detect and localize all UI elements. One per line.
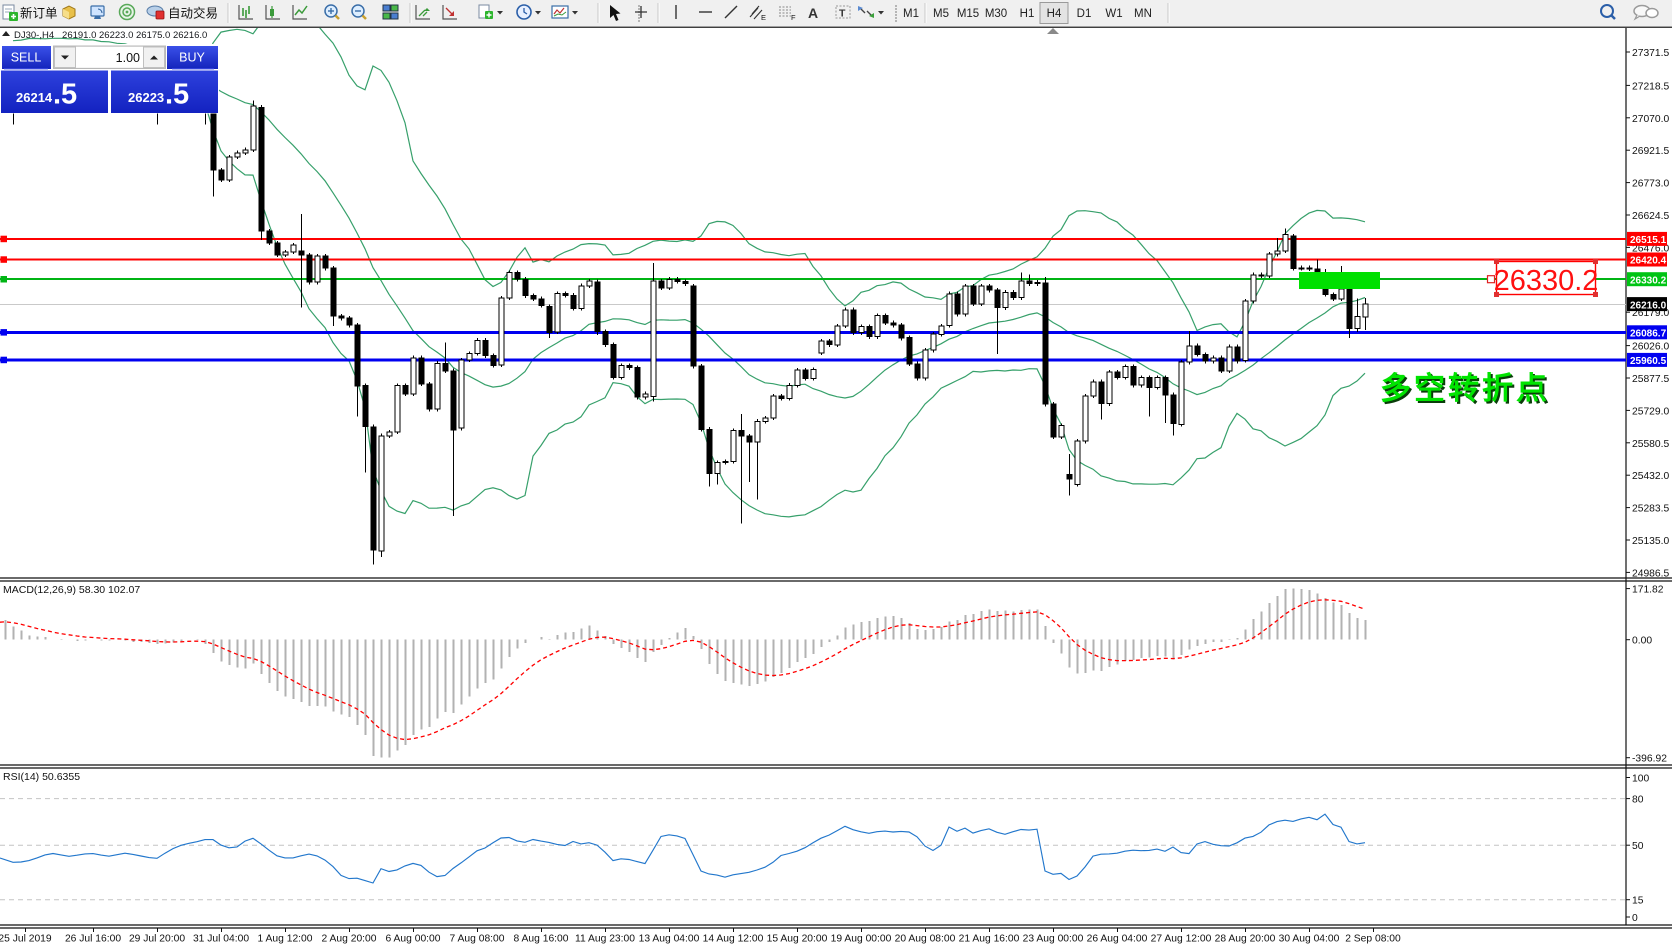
svg-text:BUY: BUY [179,51,205,65]
svg-text:SELL: SELL [11,51,42,65]
svg-text:171.82: 171.82 [1632,585,1664,596]
svg-text:26773.0: 26773.0 [1632,179,1669,190]
svg-text:E: E [761,13,766,22]
svg-text:自动交易: 自动交易 [168,6,218,21]
svg-text:27 Aug 12:00: 27 Aug 12:00 [1151,934,1212,945]
svg-text:多空转折点: 多空转折点 [1382,373,1552,408]
svg-text:H1: H1 [1020,8,1035,20]
svg-text:26223: 26223 [128,90,164,105]
svg-text:26330.2: 26330.2 [1494,265,1599,297]
svg-text:26476.0: 26476.0 [1632,243,1669,254]
svg-text:0: 0 [1632,913,1638,924]
svg-text:26214: 26214 [16,90,53,105]
svg-text:15: 15 [1632,896,1644,907]
svg-text:H4: H4 [1047,8,1062,20]
svg-text:-396.92: -396.92 [1632,754,1667,765]
svg-text:DJ30-,H4 26191.0 26223.0 261: DJ30-,H4 26191.0 26223.0 26175.0 26216.0 [14,30,207,41]
svg-text:D1: D1 [1077,8,1092,20]
svg-text:26216.0: 26216.0 [1630,300,1667,311]
svg-text:新订单: 新订单 [20,6,58,21]
svg-text:25960.5: 25960.5 [1630,356,1667,367]
svg-text:25 Jul 2019: 25 Jul 2019 [0,934,52,945]
svg-text:13 Aug 04:00: 13 Aug 04:00 [639,934,700,945]
svg-text:20 Aug 08:00: 20 Aug 08:00 [895,934,956,945]
svg-text:26026.0: 26026.0 [1632,342,1669,353]
svg-text:26921.5: 26921.5 [1632,146,1669,157]
svg-text:.5: .5 [53,79,77,111]
svg-text:MN: MN [1134,8,1152,20]
svg-text:29 Jul 20:00: 29 Jul 20:00 [129,934,185,945]
svg-text:26086.7: 26086.7 [1630,329,1667,340]
svg-text:27371.5: 27371.5 [1632,48,1669,59]
svg-text:25580.5: 25580.5 [1632,439,1669,450]
svg-text:80: 80 [1632,795,1644,806]
svg-text:6 Aug 00:00: 6 Aug 00:00 [386,934,441,945]
svg-text:MACD(12,26,9) 58.30 102.07: MACD(12,26,9) 58.30 102.07 [3,584,140,596]
svg-text:2 Aug 20:00: 2 Aug 20:00 [322,934,377,945]
svg-text:1.00: 1.00 [116,51,140,65]
svg-text:30 Aug 04:00: 30 Aug 04:00 [1279,934,1340,945]
svg-text:0.00: 0.00 [1632,636,1652,647]
svg-text:25432.0: 25432.0 [1632,471,1669,482]
svg-text:15 Aug 20:00: 15 Aug 20:00 [767,934,828,945]
svg-text:M1: M1 [903,8,919,20]
svg-text:F: F [791,13,796,22]
svg-text:8 Aug 16:00: 8 Aug 16:00 [514,934,569,945]
svg-text:50: 50 [1632,841,1644,852]
svg-text:7 Aug 08:00: 7 Aug 08:00 [450,934,505,945]
svg-text:26420.4: 26420.4 [1630,256,1667,267]
svg-text:26515.1: 26515.1 [1630,235,1667,246]
svg-text:21 Aug 16:00: 21 Aug 16:00 [959,934,1020,945]
svg-text:2 Sep 08:00: 2 Sep 08:00 [1345,934,1401,945]
svg-text:31 Jul 04:00: 31 Jul 04:00 [193,934,249,945]
svg-text:T: T [839,8,846,20]
svg-text:M5: M5 [933,8,949,20]
svg-text:.5: .5 [165,79,189,111]
svg-text:26 Aug 04:00: 26 Aug 04:00 [1087,934,1148,945]
svg-text:25877.5: 25877.5 [1632,374,1669,385]
svg-text:27218.5: 27218.5 [1632,81,1669,92]
svg-text:M15: M15 [957,8,979,20]
svg-text:19 Aug 00:00: 19 Aug 00:00 [831,934,892,945]
svg-text:11 Aug 23:00: 11 Aug 23:00 [575,934,635,945]
svg-text:27070.0: 27070.0 [1632,114,1669,125]
svg-text:28 Aug 20:00: 28 Aug 20:00 [1215,934,1276,945]
svg-text:A: A [808,5,818,21]
svg-text:100: 100 [1632,774,1649,785]
svg-text:26330.2: 26330.2 [1630,275,1667,286]
svg-text:25135.0: 25135.0 [1632,536,1669,547]
svg-text:RSI(14) 50.6355: RSI(14) 50.6355 [3,771,80,783]
svg-text:26 Jul 16:00: 26 Jul 16:00 [65,934,121,945]
svg-text:25729.0: 25729.0 [1632,406,1669,417]
svg-text:25283.5: 25283.5 [1632,504,1669,515]
svg-text:23 Aug 00:00: 23 Aug 00:00 [1023,934,1084,945]
svg-text:W1: W1 [1105,8,1122,20]
svg-text:26179.0: 26179.0 [1632,308,1669,319]
svg-text:多空转折点: 多空转折点 [1380,371,1550,406]
svg-text:14 Aug 12:00: 14 Aug 12:00 [703,934,764,945]
svg-text:24986.5: 24986.5 [1632,568,1669,579]
svg-text:26624.5: 26624.5 [1632,211,1669,222]
svg-text:1 Aug 12:00: 1 Aug 12:00 [258,934,313,945]
svg-text:M30: M30 [985,8,1007,20]
